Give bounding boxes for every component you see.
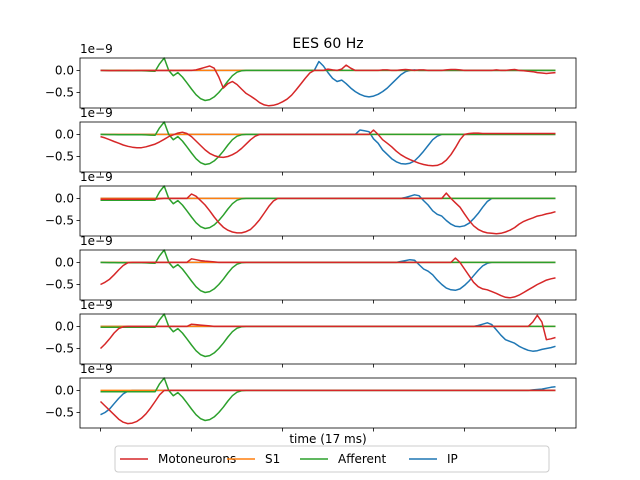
subplot-2: 0.0 −0.5 1e−9 xyxy=(45,106,577,176)
series-line-motoneurons-5 xyxy=(99,314,556,350)
subplot-6: 0.0 −0.5 1e−9 xyxy=(45,362,577,432)
y-tick-label: −0.5 xyxy=(45,86,74,100)
y-tick-label: 0.0 xyxy=(55,191,74,205)
series-line-motoneurons-1 xyxy=(100,64,556,107)
y-tick-label: −0.5 xyxy=(45,150,74,164)
series-line-motoneurons-3 xyxy=(100,192,556,235)
chart-title: EES 60 Hz xyxy=(292,36,363,52)
y-tick-label: 0.0 xyxy=(55,63,74,77)
series-line-motoneurons-6 xyxy=(99,389,556,425)
legend-label-s1: S1 xyxy=(265,452,280,466)
legend-label-afferent: Afferent xyxy=(338,452,387,466)
y-offset-label: 1e−9 xyxy=(80,106,113,120)
axes-frame xyxy=(79,121,577,173)
y-tick-label: −0.5 xyxy=(45,214,74,228)
axes-frame xyxy=(79,57,577,109)
y-tick-label: −0.5 xyxy=(45,278,74,292)
y-offset-label: 1e−9 xyxy=(80,298,113,312)
legend-label-ip: IP xyxy=(447,452,458,466)
legend-box xyxy=(114,445,550,473)
y-offset-label: 1e−9 xyxy=(80,170,113,184)
axes-frame xyxy=(79,377,577,429)
subplots: 0.0 −0.5 1e−9 0.0 −0.5 1e−9 0.0 −0.5 1e−9 0.0 −0.5… xyxy=(45,42,577,432)
legend-label-motoneurons: Motoneurons xyxy=(158,452,236,466)
y-offset-label: 1e−9 xyxy=(80,42,113,56)
y-tick-label: 0.0 xyxy=(55,383,74,397)
y-tick-label: 0.0 xyxy=(55,255,74,269)
y-tick-label: 0.0 xyxy=(55,127,74,141)
y-tick-label: −0.5 xyxy=(45,342,74,356)
axes-frame xyxy=(79,249,577,301)
series-line-motoneurons-2 xyxy=(100,129,556,167)
y-offset-label: 1e−9 xyxy=(80,362,113,376)
axes-frame xyxy=(79,313,577,365)
y-offset-label: 1e−9 xyxy=(80,234,113,248)
subplot-3: 0.0 −0.5 1e−9 xyxy=(45,170,577,240)
subplot-4: 0.0 −0.5 1e−9 xyxy=(45,234,577,304)
subplot-1: 0.0 −0.5 1e−9 xyxy=(45,42,577,112)
legend: Motoneurons S1 Afferent IP xyxy=(114,445,550,473)
axes-frame xyxy=(79,185,577,237)
x-axis-label: time (17 ms) xyxy=(289,432,366,446)
subplot-5: 0.0 −0.5 1e−9 xyxy=(45,298,577,368)
y-tick-label: −0.5 xyxy=(45,406,74,420)
series-line-motoneurons-4 xyxy=(100,257,556,299)
y-tick-label: 0.0 xyxy=(55,319,74,333)
